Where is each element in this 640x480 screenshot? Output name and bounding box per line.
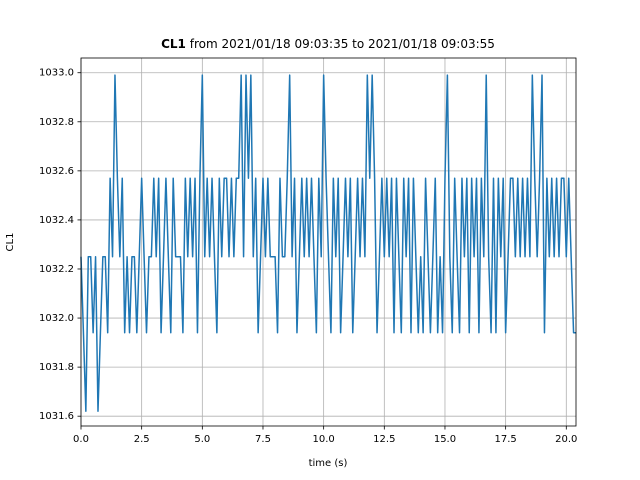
x-tick-label: 0.0	[73, 434, 89, 445]
x-tick-label: 15.0	[434, 434, 456, 445]
x-tick-label: 5.0	[194, 434, 210, 445]
y-tick-label: 1033.0	[39, 68, 74, 79]
x-tick-label: 17.5	[494, 434, 516, 445]
y-tick-label: 1032.8	[39, 117, 74, 128]
y-tick-label: 1032.0	[39, 313, 74, 324]
plot-frame	[80, 57, 577, 427]
chart-title: CL1 from 2021/01/18 09:03:35 to 2021/01/…	[161, 37, 495, 51]
y-tick-label: 1031.8	[39, 362, 74, 373]
title-name: CL1	[161, 37, 186, 51]
y-tick-label: 1032.4	[39, 215, 74, 226]
x-tick-label: 2.5	[134, 434, 150, 445]
data-line	[80, 74, 576, 413]
y-tick-label: 1031.6	[39, 411, 74, 422]
x-axis-label: time (s)	[309, 458, 348, 469]
x-tick-label: 12.5	[373, 434, 395, 445]
y-axis-label: CL1	[5, 233, 16, 252]
x-tick-label: 10.0	[313, 434, 335, 445]
y-tick-label: 1032.2	[39, 264, 74, 275]
y-tick-label: 1032.6	[39, 166, 74, 177]
title-rest: from 2021/01/18 09:03:35 to 2021/01/18 0…	[190, 37, 495, 51]
x-tick-label: 20.0	[555, 434, 577, 445]
x-tick-label: 7.5	[255, 434, 271, 445]
